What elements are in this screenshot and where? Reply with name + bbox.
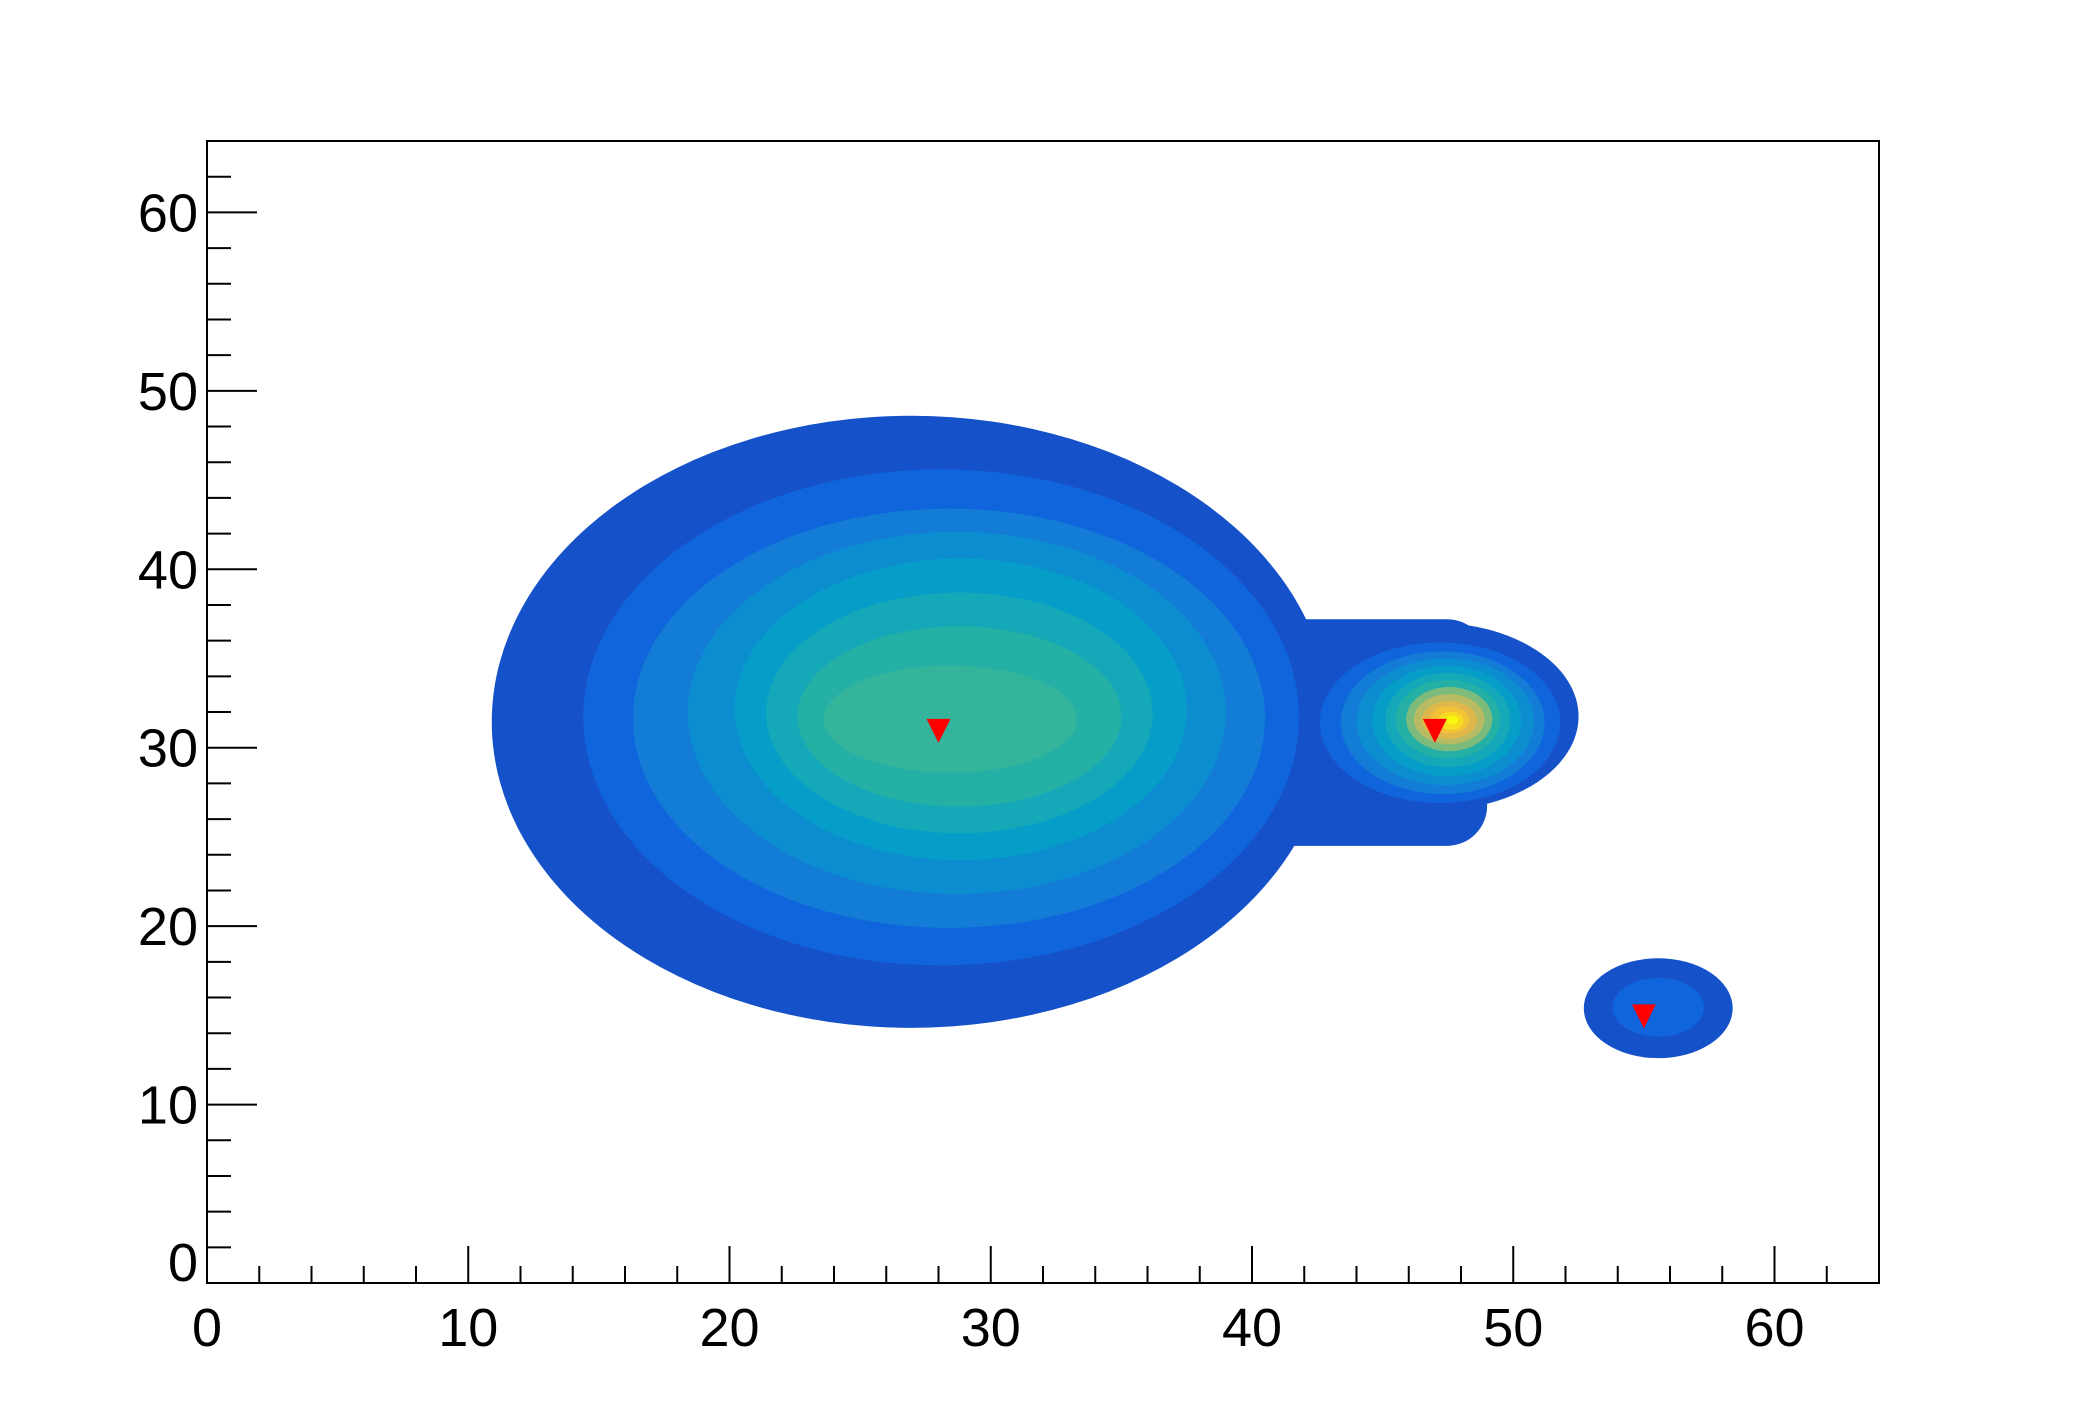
y-tick-label: 50: [138, 362, 198, 422]
y-tick-label: 40: [138, 540, 198, 600]
x-tick-label: 0: [192, 1298, 222, 1358]
y-axis: 0 10 20 30 40 50 60: [138, 140, 257, 1293]
y-tick-label: 0: [168, 1233, 198, 1293]
x-tick-label: 60: [1744, 1298, 1804, 1358]
peak-marker: [1631, 1004, 1656, 1029]
peak-marker: [926, 718, 951, 743]
x-tick-label: 20: [699, 1298, 759, 1358]
y-tick-label: 10: [138, 1076, 198, 1136]
contour-level-peak2-12: [1445, 715, 1459, 725]
x-tick-label: 40: [1222, 1298, 1282, 1358]
y-tick-label: 30: [138, 719, 198, 779]
y-tick-label: 20: [138, 897, 198, 957]
x-axis: 0 10 20 30 40 50 60: [192, 1246, 1880, 1358]
peak-markers: [926, 718, 1656, 1029]
y-tick-label: 60: [138, 183, 198, 243]
x-tick-label: 30: [961, 1298, 1021, 1358]
contour-fills: [491, 415, 1733, 1059]
peak-marker: [1422, 718, 1447, 743]
x-tick-label: 10: [438, 1298, 498, 1358]
x-tick-label: 50: [1483, 1298, 1543, 1358]
contour-level-peak3-1: [1612, 977, 1704, 1037]
